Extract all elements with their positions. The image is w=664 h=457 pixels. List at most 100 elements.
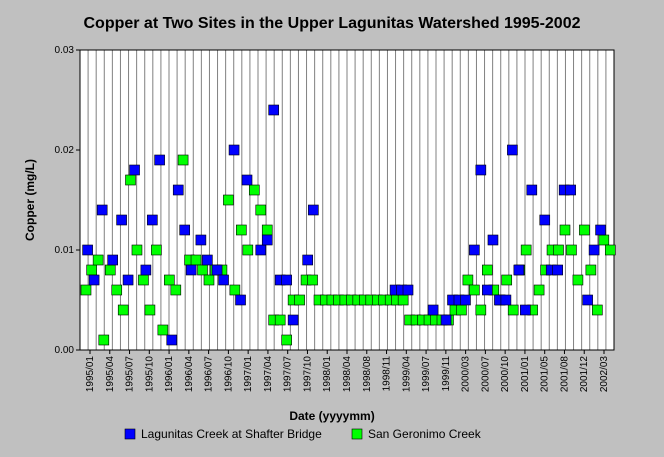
- data-point: [566, 244, 577, 256]
- data-point: [294, 294, 305, 306]
- x-tick-label: 1995/07: [125, 356, 136, 393]
- data-point: [235, 294, 246, 306]
- x-tick-label: 1999/07: [421, 356, 432, 393]
- plot-area: 0.00 0.01 0.02 0.03 1995/01 1995/04 1995/07 199…: [55, 45, 616, 392]
- data-point: [197, 264, 208, 276]
- data-point: [308, 204, 319, 216]
- data-point: [242, 244, 254, 256]
- data-point: [456, 304, 467, 316]
- data-point: [582, 294, 593, 306]
- x-tick-label: 2001/12: [579, 356, 590, 393]
- data-point: [427, 304, 439, 316]
- data-point: [111, 284, 123, 296]
- data-point: [202, 254, 213, 266]
- y-tick-label: 0.02: [55, 145, 75, 156]
- data-point: [185, 264, 197, 276]
- data-point: [585, 264, 597, 276]
- data-point: [261, 234, 273, 246]
- x-tick-label: 1998/01: [322, 356, 333, 393]
- data-point: [501, 274, 513, 286]
- data-point: [507, 304, 519, 316]
- x-tick-label: 2000/03: [461, 356, 472, 393]
- data-point: [261, 224, 273, 236]
- data-point: [86, 264, 97, 276]
- data-point: [520, 244, 532, 256]
- data-point: [88, 274, 100, 286]
- x-tick-label: 1995/01: [85, 356, 96, 393]
- data-point: [122, 274, 134, 286]
- data-point: [500, 294, 512, 306]
- data-point: [539, 214, 551, 226]
- data-point: [255, 204, 267, 216]
- x-tick-label: 1996/10: [223, 356, 234, 393]
- data-point: [559, 224, 571, 236]
- data-point: [604, 244, 616, 256]
- data-point: [281, 334, 292, 346]
- data-point: [129, 164, 140, 176]
- x-tick-label: 1995/04: [105, 356, 116, 393]
- data-point: [469, 244, 480, 256]
- data-point: [595, 224, 606, 236]
- y-tick-label: 0.01: [55, 245, 75, 256]
- x-tick-label: 2002/03: [599, 356, 610, 393]
- x-tick-label: 2001/08: [559, 356, 570, 393]
- chart-title: Copper at Two Sites in the Upper Lagunit…: [83, 15, 580, 32]
- data-point: [572, 274, 584, 286]
- data-point: [104, 264, 116, 276]
- data-point: [116, 214, 127, 226]
- data-point: [507, 144, 518, 156]
- data-point: [520, 304, 531, 316]
- y-tick-label: 0.03: [55, 45, 75, 56]
- x-tick-label: 2000/07: [480, 356, 491, 393]
- data-point: [138, 274, 149, 286]
- data-point: [487, 234, 499, 246]
- data-point: [440, 314, 452, 326]
- data-point: [469, 284, 480, 296]
- data-point: [223, 194, 234, 206]
- data-point: [307, 274, 318, 286]
- data-point: [552, 264, 564, 276]
- data-point: [195, 234, 207, 246]
- y-tick-label: 0.00: [55, 345, 75, 356]
- data-point: [513, 264, 525, 276]
- data-point: [579, 224, 590, 236]
- data-point: [92, 254, 104, 266]
- x-tick-label: 1997/07: [283, 356, 294, 393]
- data-point: [462, 274, 474, 286]
- x-tick-label: 1999/04: [401, 356, 412, 393]
- data-point: [218, 274, 229, 286]
- x-tick-label: 1997/01: [243, 356, 254, 393]
- x-tick-label: 1996/07: [204, 356, 215, 393]
- data-point: [397, 294, 409, 306]
- x-tick-label: 1998/08: [362, 356, 373, 393]
- x-axis-label: Date (yyyymm): [289, 409, 374, 423]
- x-tick-label: 2001/05: [540, 356, 551, 393]
- x-tick-label: 1998/11: [382, 356, 393, 392]
- data-point: [229, 284, 241, 296]
- legend-label: Lagunitas Creek at Shafter Bridge: [141, 427, 322, 441]
- legend: Lagunitas Creek at Shafter Bridge San Ger…: [124, 427, 482, 441]
- data-point: [211, 264, 223, 276]
- data-point: [241, 174, 253, 186]
- data-point: [177, 154, 189, 166]
- data-point: [592, 304, 603, 316]
- data-point: [588, 244, 600, 256]
- data-point: [475, 304, 487, 316]
- data-point: [287, 314, 299, 326]
- data-point: [255, 244, 267, 256]
- data-point: [482, 264, 493, 276]
- data-point: [475, 164, 487, 176]
- x-tick-label: 1996/04: [184, 356, 195, 393]
- data-point: [164, 274, 175, 286]
- y-axis-label: Copper (mg/L): [23, 159, 37, 241]
- data-point: [80, 284, 92, 296]
- data-point: [302, 254, 313, 266]
- data-point: [553, 244, 564, 256]
- data-point: [140, 264, 152, 276]
- data-point: [151, 244, 162, 256]
- x-tick-label: 1996/01: [164, 356, 175, 393]
- data-point: [96, 204, 108, 216]
- data-point: [172, 184, 184, 196]
- x-tick-label: 1997/10: [302, 356, 313, 393]
- data-point: [157, 324, 169, 336]
